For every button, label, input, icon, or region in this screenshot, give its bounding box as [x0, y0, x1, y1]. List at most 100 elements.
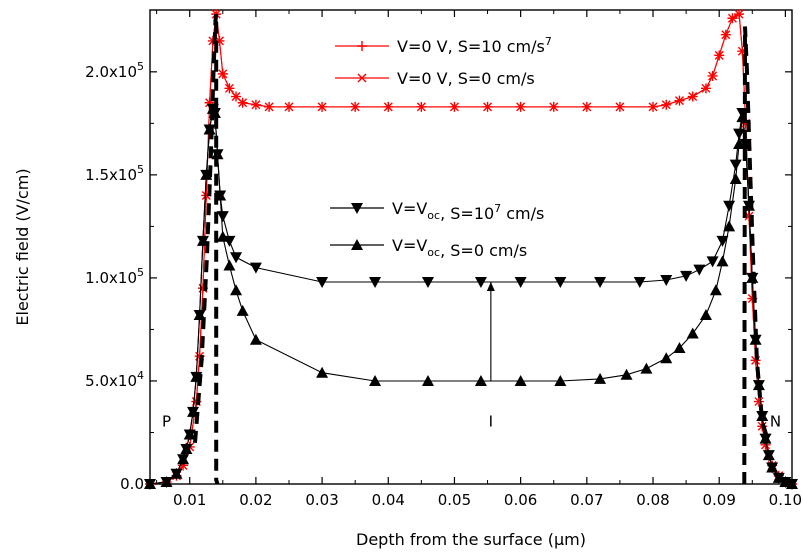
data-point: [449, 102, 459, 112]
x-axis: 0.01 0.02 0.03 0.04 0.05 0.06 0.07 0.08 0.09 0.10: [156, 10, 802, 509]
series-line: [149, 107, 793, 485]
data-point: [249, 262, 262, 274]
data-point: [582, 102, 592, 112]
legend-item-2: V=Voc, S=107 cm/s: [330, 199, 544, 223]
legend: V=0 V, S=10 cm/s7 V=0 V, S=0 cm/s V=Voc, S…: [330, 35, 552, 260]
data-point: [674, 96, 684, 106]
data-point: [416, 102, 426, 112]
x-tick-label: 0.03: [305, 491, 338, 509]
data-point: [660, 274, 673, 286]
data-point: [620, 368, 633, 380]
data-point: [264, 102, 274, 112]
annotation-label: P: [162, 412, 171, 430]
x-tick-label: 0.04: [372, 491, 405, 509]
legend-label: V=Voc, S=0 cm/s: [392, 236, 527, 260]
plot-frame: [149, 9, 793, 485]
data-point: [786, 478, 798, 489]
data-point: [633, 277, 646, 289]
data-point: [729, 159, 742, 171]
legend-item-3: V=Voc, S=0 cm/s: [330, 236, 527, 260]
data-point: [251, 100, 261, 110]
data-point: [716, 255, 729, 267]
data-point: [594, 372, 607, 384]
data-point: [230, 252, 243, 264]
x-tick-label: 0.10: [769, 491, 802, 509]
data-point: [594, 277, 607, 289]
arrow-head: [486, 282, 495, 292]
data-point: [709, 284, 722, 296]
data-point: [708, 71, 718, 81]
data-point: [706, 256, 719, 268]
data-point: [686, 327, 699, 339]
data-point: [170, 467, 183, 479]
data-point: [772, 471, 785, 483]
data-point: [734, 9, 744, 19]
y-tick-label: 5.0x104: [85, 369, 144, 390]
data-point: [723, 200, 736, 212]
x-tick-label: 0.09: [702, 491, 735, 509]
legend-item-0: V=0 V, S=10 cm/s7: [335, 35, 552, 56]
data-point: [223, 259, 236, 271]
legend-marker: [351, 203, 363, 214]
data-point: [673, 341, 686, 353]
legend-item-1: V=0 V, S=0 cm/s: [335, 69, 535, 88]
data-point: [183, 428, 196, 440]
data-point: [661, 100, 671, 110]
data-point: [727, 13, 737, 23]
data-point: [216, 230, 229, 242]
x-tick-label: 0.05: [438, 491, 471, 509]
data-point: [514, 374, 527, 386]
x-tick-label: 0.08: [636, 491, 669, 509]
data-point: [421, 277, 434, 289]
legend-marker: [357, 41, 367, 51]
data-point: [752, 379, 765, 391]
y-tick-label: 2.0x105: [85, 60, 144, 81]
series-2: [144, 103, 798, 490]
series-5: [742, 26, 771, 484]
legend-label: V=0 V, S=0 cm/s: [397, 69, 535, 88]
series-line: [742, 26, 771, 484]
data-point: [716, 235, 729, 247]
data-point: [759, 432, 772, 444]
data-point: [729, 172, 742, 184]
annotation-label: I: [489, 412, 493, 430]
data-point: [648, 102, 658, 112]
series-3: [144, 102, 798, 489]
x-tick-label: 0.01: [173, 491, 206, 509]
data-point: [474, 277, 487, 289]
data-point: [680, 270, 693, 282]
data-point: [144, 478, 156, 489]
data-point: [421, 374, 434, 386]
data-point: [177, 453, 190, 465]
data-point: [474, 374, 487, 386]
y-axis: 0.0 5.0x104 1.0x105 1.5x105 2.0x105: [85, 60, 792, 493]
data-point: [514, 277, 527, 289]
data-point: [693, 264, 706, 276]
data-point: [699, 309, 712, 321]
data-point: [766, 461, 779, 473]
data-point: [549, 102, 559, 112]
y-tick-label: 1.0x105: [85, 266, 144, 287]
data-point: [779, 475, 792, 487]
data-point: [236, 304, 249, 316]
data-point: [615, 102, 625, 112]
data-point: [180, 442, 193, 454]
data-point: [350, 102, 360, 112]
data-point: [249, 333, 262, 345]
x-tick-label: 0.06: [504, 491, 537, 509]
legend-label: V=Voc, S=107 cm/s: [392, 199, 544, 223]
data-point: [316, 277, 329, 289]
data-point: [723, 220, 736, 232]
data-point: [160, 475, 173, 487]
data-point: [688, 92, 698, 102]
x-tick-label: 0.07: [570, 491, 603, 509]
data-point: [383, 102, 393, 112]
data-point: [317, 102, 327, 112]
data-point: [554, 277, 567, 289]
data-point: [369, 277, 382, 289]
y-axis-title: Electric field (V/cm): [13, 168, 32, 325]
data-point: [701, 83, 711, 93]
series-layer: [144, 9, 798, 490]
legend-marker: [357, 73, 367, 83]
